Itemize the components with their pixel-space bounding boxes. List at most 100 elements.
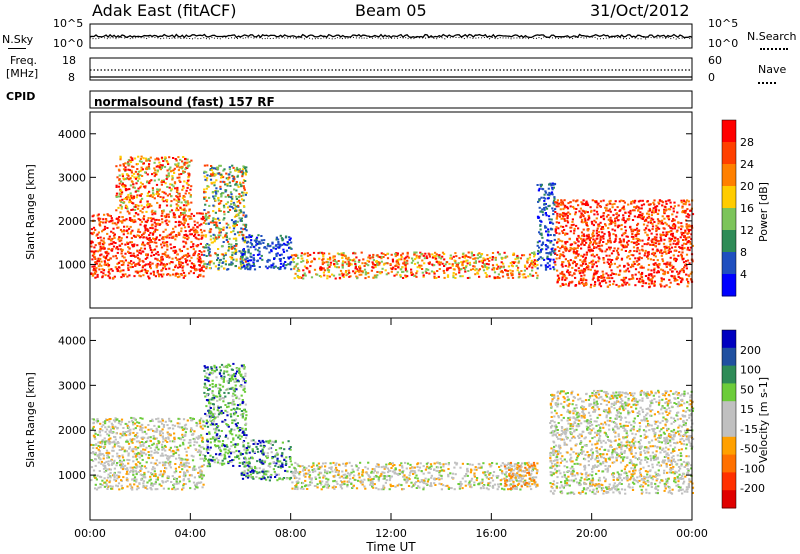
- data-cell: [638, 256, 641, 259]
- data-cell: [452, 255, 455, 258]
- data-cell: [292, 257, 295, 260]
- data-cell: [672, 207, 675, 210]
- data-cell: [121, 255, 124, 258]
- data-cell: [124, 422, 127, 425]
- data-cell: [118, 471, 122, 474]
- data-cell: [260, 239, 263, 242]
- data-cell: [243, 239, 246, 242]
- data-cell: [200, 266, 203, 269]
- data-cell: [152, 193, 155, 196]
- data-cell: [580, 274, 583, 277]
- data-cell: [158, 161, 161, 164]
- data-cell: [583, 217, 586, 220]
- data-cell: [142, 274, 145, 277]
- data-cell: [425, 271, 428, 274]
- data-cell: [130, 254, 134, 257]
- data-cell: [164, 263, 167, 266]
- data-cell: [158, 483, 161, 486]
- data-cell: [204, 213, 208, 216]
- data-cell: [168, 417, 171, 420]
- data-cell: [581, 234, 584, 237]
- data-cell: [609, 241, 612, 244]
- data-cell: [219, 231, 222, 234]
- data-cell: [660, 200, 663, 203]
- data-cell: [181, 212, 184, 215]
- data-cell: [150, 240, 154, 243]
- data-cell: [668, 237, 671, 240]
- data-cell: [453, 259, 456, 262]
- data-cell: [376, 262, 379, 265]
- data-cell: [350, 259, 353, 262]
- data-cell: [583, 268, 586, 270]
- data-cell: [493, 271, 497, 274]
- data-cell: [91, 241, 94, 244]
- data-cell: [587, 268, 590, 271]
- data-cell: [622, 206, 625, 209]
- data-cell: [132, 197, 135, 199]
- data-cell: [235, 198, 238, 200]
- data-cell: [602, 199, 605, 202]
- data-cell: [607, 209, 610, 212]
- data-cell: [116, 477, 119, 480]
- data-cell: [263, 246, 267, 249]
- data-cell: [142, 482, 145, 485]
- data-cell: [129, 466, 132, 469]
- data-cell: [655, 236, 658, 239]
- data-cell: [536, 252, 540, 255]
- data-cell: [188, 209, 191, 212]
- data-cell: [575, 208, 578, 210]
- data-cell: [255, 238, 258, 240]
- data-cell: [233, 203, 236, 206]
- data-cell: [209, 261, 212, 264]
- data-cell: [579, 207, 582, 210]
- data-cell: [640, 265, 643, 268]
- data-cell: [101, 453, 104, 455]
- data-cell: [239, 257, 242, 260]
- data-cell: [107, 214, 110, 217]
- data-cell: [175, 159, 178, 162]
- data-cell: [101, 243, 104, 245]
- data-cell: [102, 221, 105, 224]
- data-cell: [138, 258, 141, 261]
- data-cell: [358, 273, 361, 276]
- data-cell: [271, 241, 274, 244]
- data-cell: [127, 164, 130, 167]
- data-cell: [135, 182, 138, 185]
- data-cell: [175, 477, 178, 480]
- data-cell: [676, 270, 679, 273]
- data-cell: [587, 249, 590, 252]
- data-cell: [594, 239, 597, 242]
- data-cell: [591, 249, 594, 252]
- data-cell: [102, 218, 105, 221]
- data-cell: [147, 470, 150, 473]
- data-cell: [252, 245, 255, 248]
- data-cell: [175, 207, 178, 210]
- data-cell: [241, 258, 244, 261]
- data-cell: [647, 210, 650, 213]
- data-cell: [150, 179, 153, 182]
- data-cell: [199, 257, 202, 260]
- data-cell: [168, 156, 171, 159]
- data-cell: [157, 273, 160, 276]
- data-cell: [208, 263, 211, 266]
- data-cell: [253, 268, 257, 271]
- data-cell: [146, 238, 149, 240]
- data-cell: [382, 252, 385, 255]
- data-cell: [139, 470, 142, 472]
- data-cell: [473, 265, 476, 268]
- data-cell: [591, 253, 594, 256]
- data-cell: [552, 258, 555, 261]
- data-cell: [237, 185, 240, 188]
- data-cell: [485, 274, 488, 277]
- data-cell: [565, 247, 568, 250]
- data-cell: [458, 271, 461, 274]
- data-cell: [600, 280, 603, 283]
- data-cell: [572, 199, 575, 202]
- data-cell: [201, 218, 204, 221]
- data-cell: [629, 212, 632, 215]
- data-cell: [377, 255, 380, 258]
- data-cell: [367, 272, 370, 275]
- data-cell: [242, 234, 245, 237]
- data-cell: [602, 241, 605, 243]
- data-cell: [628, 251, 631, 254]
